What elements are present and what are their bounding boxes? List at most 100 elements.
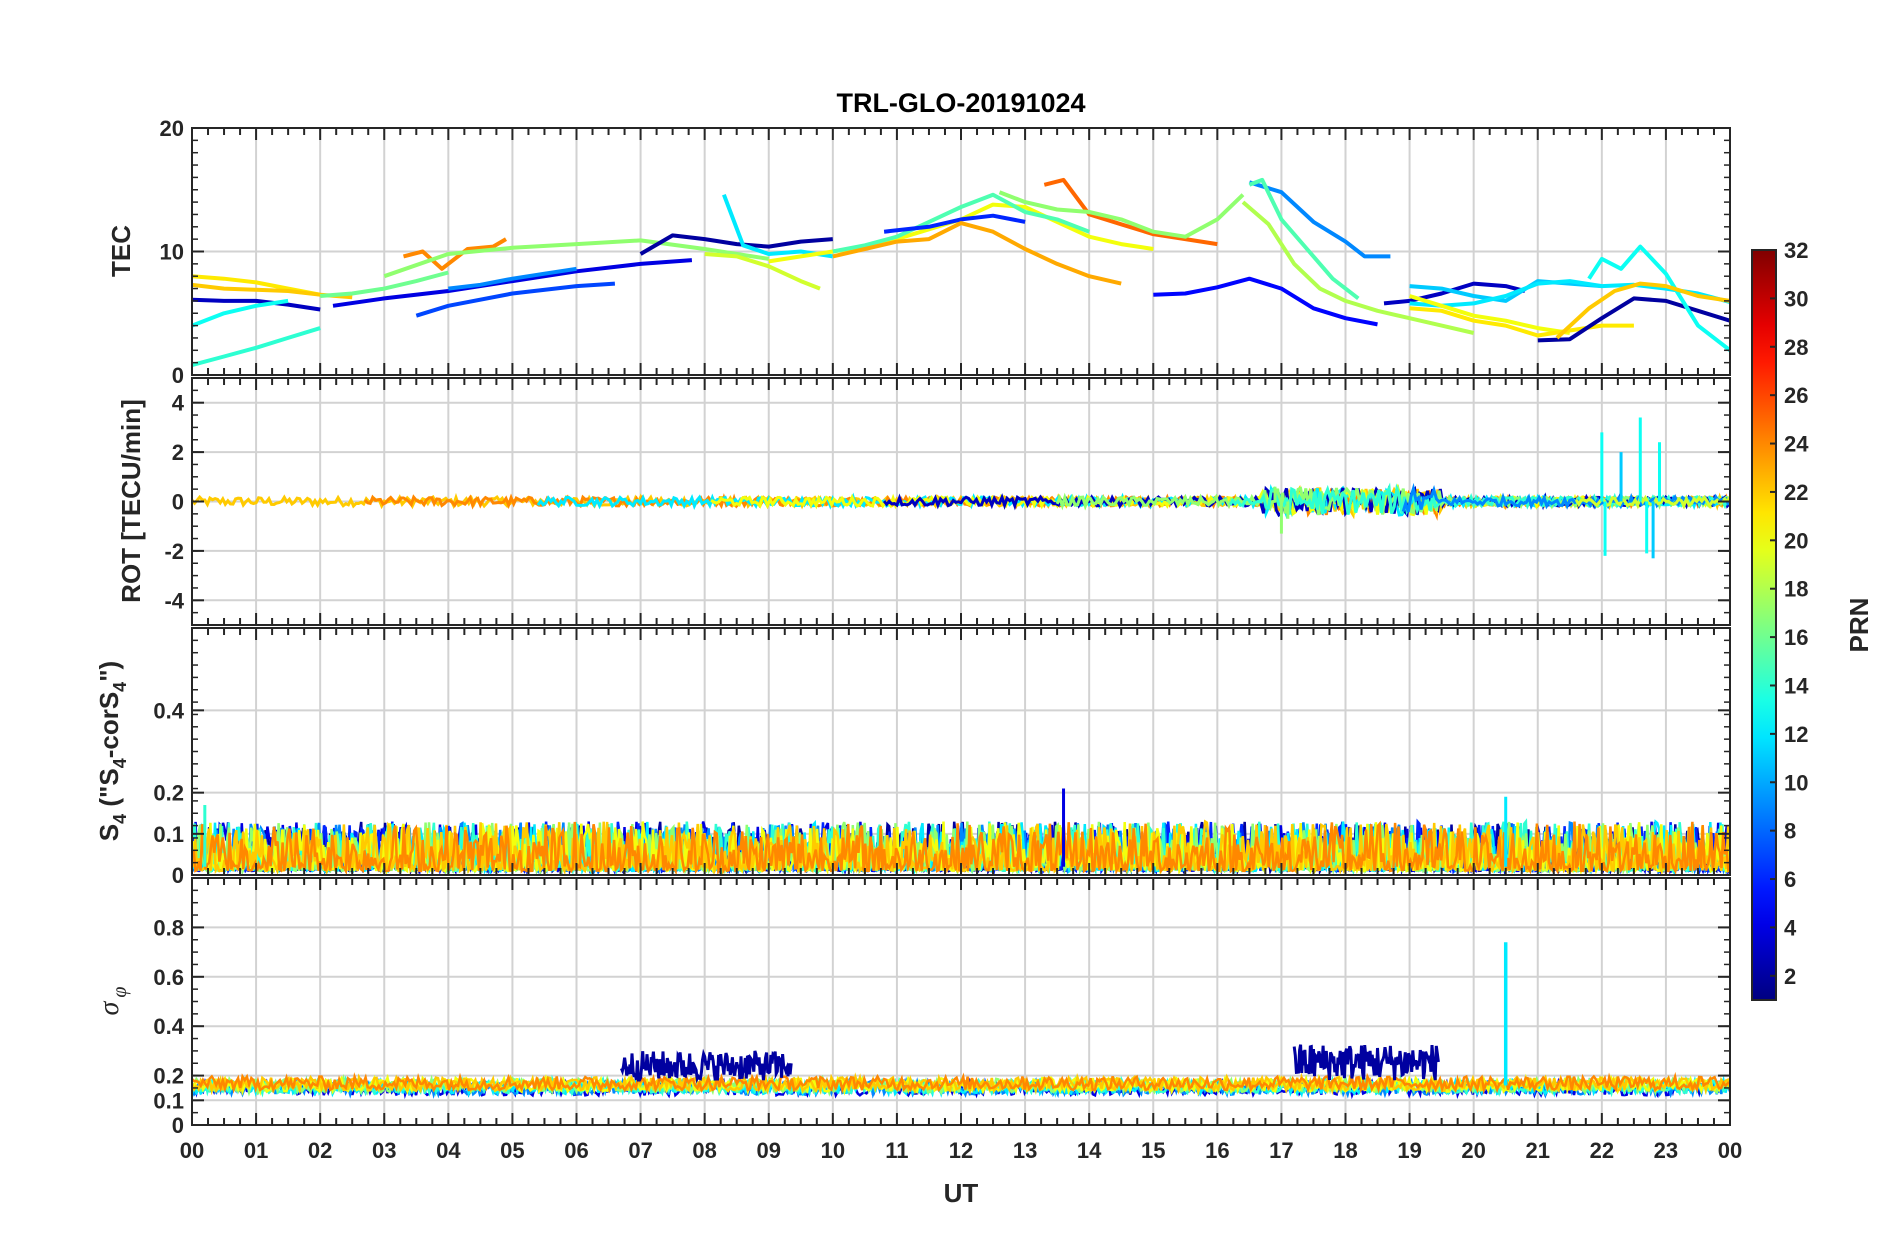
y-tick-label: 2 — [172, 440, 184, 465]
x-tick-label: 06 — [564, 1138, 588, 1163]
rot-y-tick-labels: -4 -2 0 2 4 — [164, 391, 184, 614]
colorbar-tick-label: 16 — [1784, 625, 1808, 650]
tec-series-line — [1555, 281, 1730, 340]
colorbar-tick-label: 6 — [1784, 867, 1796, 892]
tec-series-line — [1537, 296, 1730, 343]
y-tick-label: 0.6 — [153, 965, 184, 990]
colorbar-tick-label: 20 — [1784, 528, 1808, 553]
x-tick-label: 12 — [949, 1138, 973, 1163]
s4-label-part-6: 4 — [110, 682, 130, 692]
y-tick-label: 20 — [160, 116, 184, 141]
x-tick-label: 00 — [180, 1138, 204, 1163]
colorbar-tick-label: 10 — [1784, 770, 1808, 795]
rot-ticks — [191, 378, 1731, 625]
x-tick-label: 00 — [1718, 1138, 1742, 1163]
phi-subscript: φ — [109, 987, 131, 998]
colorbar-tick-label: 24 — [1784, 432, 1809, 457]
tec-series-line — [1153, 276, 1378, 327]
sigma-phi-series-line — [192, 1071, 1730, 1095]
sigma-phi-panel: 00.10.2 0.4 0.6 0.8 σφ — [94, 877, 1731, 1138]
tec-series-line — [998, 190, 1245, 239]
colorbar-tick-label: 32 — [1784, 238, 1808, 263]
tec-series-line — [1248, 180, 1391, 259]
tec-series-line — [639, 233, 833, 256]
tec-series-line — [832, 221, 1122, 286]
x-tick-label: 23 — [1654, 1138, 1678, 1163]
rot-y-axis-label: ROT [TECU/min] — [116, 399, 146, 603]
y-tick-label: 4 — [172, 391, 185, 416]
sigma-phi-series-group — [192, 942, 1730, 1100]
tec-ticks — [191, 127, 1731, 376]
s4-panel: 00.10.20.4 S4 ("S4-corS4") — [94, 627, 1731, 888]
colorbar-tick-label: 18 — [1784, 577, 1808, 602]
colorbar-tick-label: 22 — [1784, 480, 1808, 505]
x-tick-label: 10 — [821, 1138, 845, 1163]
y-tick-label: 0.1 — [153, 822, 184, 847]
tec-series-line — [832, 192, 1090, 254]
s4-series-line — [192, 820, 1730, 875]
tec-series-line — [383, 238, 770, 279]
x-tick-label: 19 — [1397, 1138, 1421, 1163]
tec-series-line — [1043, 177, 1218, 247]
x-tick-label: 15 — [1141, 1138, 1165, 1163]
y-tick-label: -4 — [164, 588, 184, 613]
x-tick-label: 22 — [1590, 1138, 1614, 1163]
y-tick-label: 0 — [172, 363, 184, 388]
s4-label-part-1: S — [94, 824, 124, 841]
rot-series-group — [192, 417, 1730, 559]
tec-series-line — [1383, 281, 1526, 306]
s4-y-axis-label: S4 ("S4-corS4") — [94, 661, 130, 841]
tec-series-line — [883, 213, 1026, 234]
s4-label-part-4: 4 — [110, 758, 130, 768]
x-tick-label: 17 — [1269, 1138, 1293, 1163]
sigma-phi-ticks — [191, 878, 1731, 1126]
sigma-phi-y-axis-label: σφ — [94, 987, 131, 1016]
tec-series-line — [1409, 306, 1634, 338]
y-tick-label: 0.1 — [153, 1088, 184, 1113]
tec-series-line — [332, 258, 693, 308]
tec-y-axis-label: TEC — [106, 225, 136, 277]
x-tick-label: 18 — [1333, 1138, 1357, 1163]
tec-series-line — [1241, 200, 1475, 335]
s4-label-part-7: ") — [94, 661, 124, 682]
x-tick-label: 08 — [692, 1138, 716, 1163]
colorbar-tick-label: 8 — [1784, 819, 1796, 844]
y-tick-label: 10 — [160, 240, 184, 265]
tec-series-line — [415, 281, 616, 318]
chart-title: TRL-GLO-20191024 — [836, 88, 1085, 118]
colorbar-label: PRN — [1844, 598, 1874, 653]
tec-y-tick-labels: 0 10 20 — [160, 116, 184, 388]
x-tick-label: 09 — [757, 1138, 781, 1163]
y-tick-label: 0 — [172, 863, 184, 888]
x-tick-label: 14 — [1077, 1138, 1102, 1163]
colorbar-tick-label: 4 — [1784, 915, 1797, 940]
y-tick-label: 0 — [172, 490, 184, 515]
s4-ticks — [191, 628, 1731, 876]
x-tick-label: 05 — [500, 1138, 524, 1163]
tec-series-line — [1248, 177, 1360, 300]
colorbar-tick-label: 2 — [1784, 964, 1796, 989]
y-tick-label: 0.2 — [153, 781, 184, 806]
y-tick-label: 0 — [172, 1113, 184, 1138]
tec-series-line — [1409, 279, 1602, 303]
colorbar-tick-label: 12 — [1784, 722, 1808, 747]
sigma-phi-y-tick-labels: 00.10.2 0.4 0.6 0.8 — [153, 915, 184, 1138]
colorbar-gradient — [1752, 250, 1776, 1000]
tec-series-group — [192, 177, 1730, 368]
tec-series-line — [192, 326, 321, 368]
colorbar-frame — [1751, 249, 1777, 1001]
x-tick-labels: 00 01 02 03 04 05 06 07 08 09 10 11 12 13 14 15 16 17 18 19… — [180, 1138, 1742, 1163]
colorbar-tick-label: 30 — [1784, 286, 1808, 311]
y-tick-label: 0.2 — [153, 1064, 184, 1089]
y-tick-label: 0.4 — [153, 1014, 184, 1039]
tec-series-line — [1587, 244, 1730, 352]
sigma-symbol: σ — [94, 1000, 125, 1015]
tec-series-line — [448, 266, 577, 291]
tec-series-line — [403, 237, 508, 271]
x-tick-label: 02 — [308, 1138, 332, 1163]
y-tick-label: -2 — [164, 539, 184, 564]
rot-series-line — [1401, 482, 1730, 513]
